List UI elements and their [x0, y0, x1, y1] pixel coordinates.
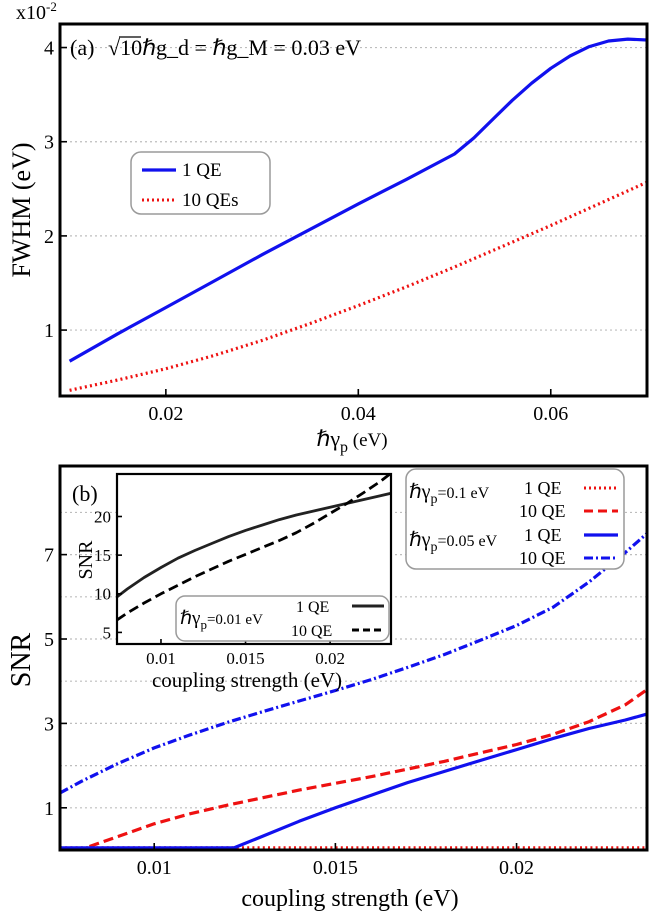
panel-a-xtick-label-1: 0.04 [341, 403, 376, 425]
panel-a-ylabel: FWHM (eV) [7, 142, 36, 277]
legend-label-001-1qe: 1 QE [296, 599, 329, 616]
panel-a-ytick-label-3: 4 [44, 38, 54, 60]
panel-b-xtick-label-0: 0.01 [137, 857, 172, 879]
panel-a-series [68, 37, 647, 392]
legend-label-001-10qe: 10 QE [291, 623, 332, 640]
panel-b-ytick-label-1: 3 [44, 713, 54, 735]
panel-b-ytick-label-3: 7 [44, 545, 54, 567]
panel-a-ytick-label-0: 1 [44, 320, 54, 342]
panel-b-xlabel: coupling strength (eV) [241, 886, 458, 912]
inset-legend-box [175, 595, 390, 642]
inset-ytick-label-3: 20 [94, 507, 111, 526]
inset-ylabel: SNR [75, 540, 97, 580]
panel-a-annotation: √10ℏg_d = ℏg_M = 0.03 eV [108, 35, 361, 60]
panel-a-chart: 0.02 0.04 0.06 1 2 3 4 x10-2 (a) √10ℏg_d = ℏg_… [7, 0, 649, 456]
legend-label-1qe: 1 QE [182, 160, 222, 181]
panel-b-ytick-label-2: 5 [44, 629, 54, 651]
panel-a-ytick-label-2: 3 [44, 132, 54, 154]
panel-a-legend: 1 QE 10 QEs [130, 151, 271, 215]
panel-a-series-0-line [68, 37, 647, 363]
panel-b-series-3-line [60, 532, 647, 795]
panel-b-series [60, 532, 647, 850]
panel-a-legend-box [130, 151, 271, 215]
panel-a-ticks: 0.02 0.04 0.06 1 2 3 4 [44, 38, 568, 425]
inset-xtick-label-2: 0.02 [315, 649, 345, 668]
inset-series [117, 474, 391, 622]
legend-label-10qes: 10 QEs [182, 190, 238, 211]
legend-label-01-10qe: 10 QE [519, 501, 566, 521]
panel-b-label: (b) [72, 481, 98, 506]
panel-b-xtick-label-1: 0.015 [313, 857, 358, 879]
inset-xlabel: coupling strength (eV) [152, 668, 342, 692]
legend-group-gamma001: ℏγp=0.01 eV [180, 608, 263, 632]
legend-label-005-10qe: 10 QE [519, 548, 566, 568]
inset-ticks: 0.01 0.015 0.02 5 10 15 20 [94, 507, 345, 668]
inset-ytick-label-0: 5 [103, 623, 112, 642]
inset-xtick-label-0: 0.01 [146, 649, 176, 668]
panel-b-series-1-line [60, 688, 647, 850]
panel-a-frame [58, 22, 649, 398]
legend-label-01-1qe: 1 QE [524, 478, 562, 498]
panel-b-frame [58, 464, 649, 852]
panel-b-ylabel: SNR [6, 632, 37, 687]
inset-frame [115, 472, 393, 646]
panel-a-ytick-label-1: 2 [44, 226, 54, 248]
legend-group-gamma01: ℏγp=0.1 eV [409, 481, 490, 507]
panel-b-xtick-label-2: 0.02 [499, 857, 534, 879]
inset-series-1-line [117, 474, 391, 622]
panel-b-legend: ℏγp=0.1 eV 1 QE 10 QE ℏγp=0.05 eV 1 QE 1… [405, 468, 625, 570]
inset-legend: ℏγp=0.01 eV 1 QE 10 QE [175, 595, 390, 642]
legend-group-gamma005: ℏγp=0.05 eV [409, 529, 498, 555]
panel-a-series-1-line [69, 180, 647, 392]
legend-label-005-1qe: 1 QE [524, 525, 562, 545]
inset-chart: 0.01 0.015 0.02 5 10 15 20 SNR coupling streng… [75, 472, 393, 692]
inset-ytick-label-2: 15 [94, 546, 111, 565]
panel-a-label: (a) [70, 35, 94, 60]
panel-a-xtick-label-2: 0.06 [533, 403, 568, 425]
inset-xtick-label-1: 0.015 [226, 649, 264, 668]
panel-a-xtick-label-0: 0.02 [148, 403, 183, 425]
panel-b-ytick-label-0: 1 [44, 798, 54, 820]
panel-b-legend-box [405, 468, 625, 570]
panel-a-xlabel: ℏγp (eV) [316, 426, 387, 456]
panel-a-exponent: x10-2 [16, 0, 57, 24]
inset-ytick-label-1: 10 [94, 585, 111, 604]
panel-b-series-2-line [60, 712, 647, 850]
